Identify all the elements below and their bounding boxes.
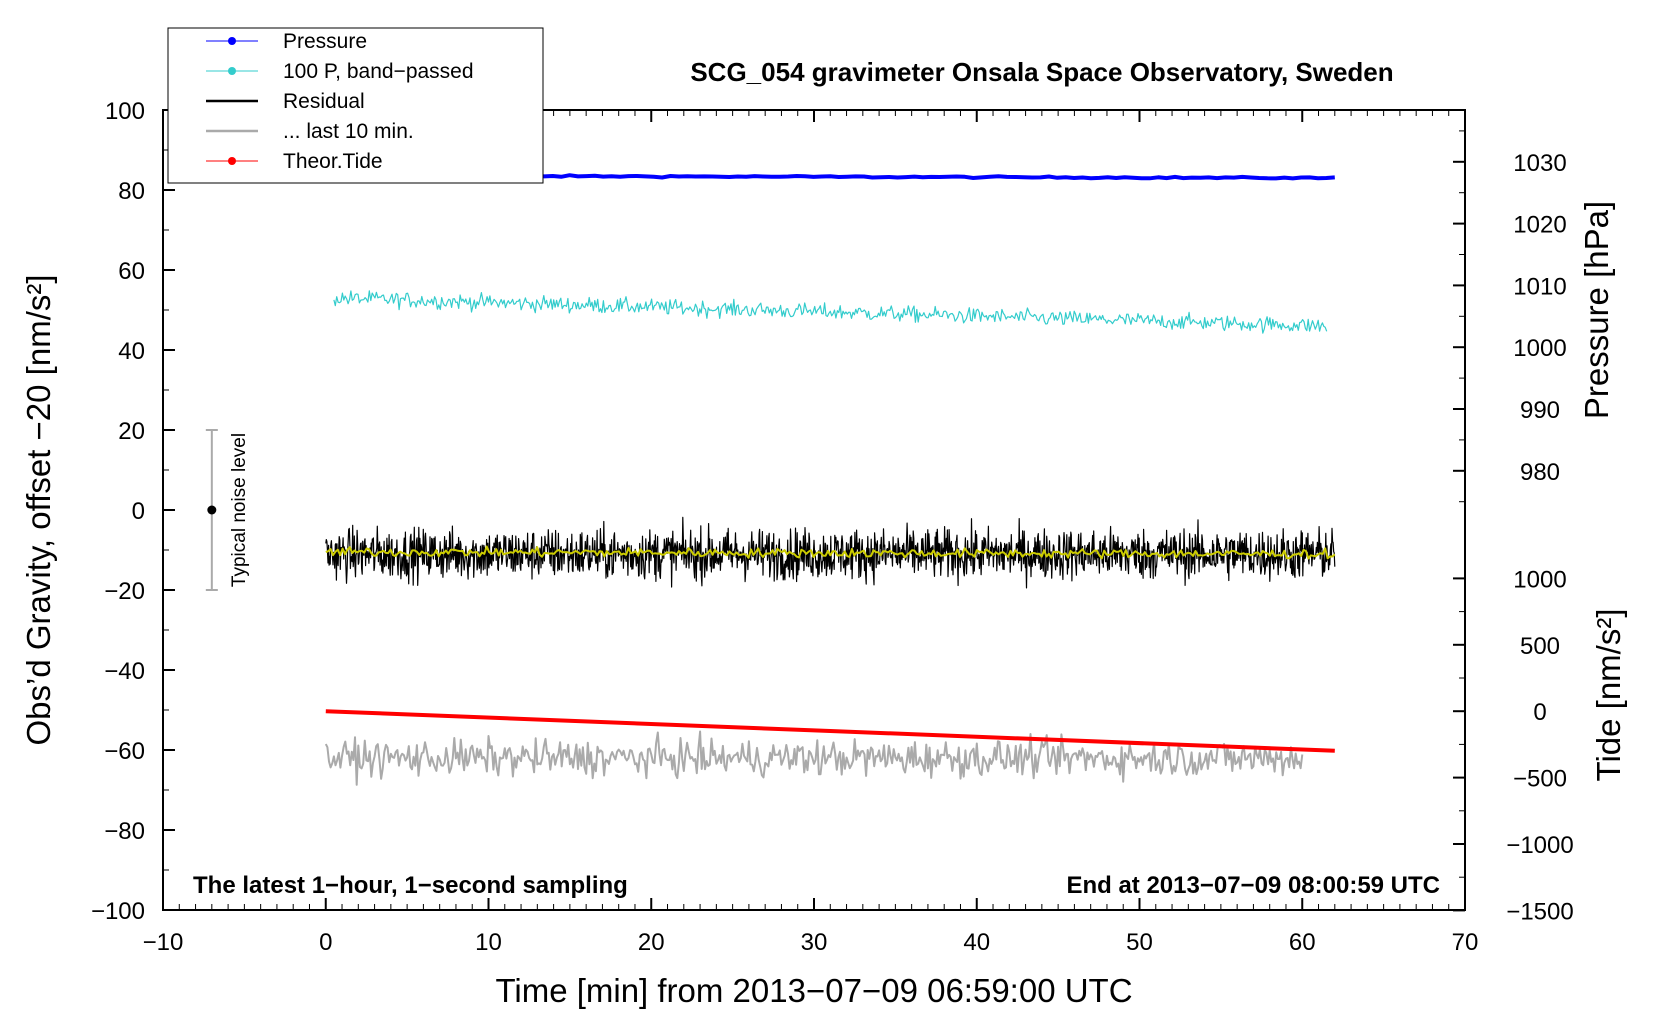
y-tick-label: 100: [105, 98, 145, 125]
tide-tick-label: −1000: [1506, 832, 1573, 859]
x-tick-label: 60: [1289, 929, 1316, 956]
legend-marker: [228, 37, 236, 45]
noise-level-label: Typical noise level: [229, 433, 250, 587]
x-tick-label: 10: [475, 929, 502, 956]
y-tick-label: 60: [118, 258, 145, 285]
series-line-residual-smoothed: [325, 545, 1336, 560]
series-line-100-p-band-passed: [333, 290, 1328, 334]
y-tick-label: 0: [132, 498, 145, 525]
x-tick-label: 70: [1452, 929, 1479, 956]
pressure-tick-label: 1030: [1513, 150, 1566, 177]
plot-frame: [162, 109, 1466, 911]
y-tick-label: −20: [104, 578, 145, 605]
series-layer: [324, 173, 1336, 786]
series-line-last-10-min: [324, 730, 1304, 786]
y-tick-label: 40: [118, 338, 145, 365]
tide-tick-label: 0: [1533, 699, 1546, 726]
x-tick-label: 30: [801, 929, 828, 956]
legend-marker: [228, 67, 236, 75]
tide-tick-label: −500: [1513, 766, 1567, 793]
tide-axis-ticks: −1500 −1000 −500 0 500 1000: [1453, 566, 1574, 925]
y-tick-label: 20: [118, 418, 145, 445]
x-tick-label: 50: [1126, 929, 1153, 956]
x-tick-label: 20: [638, 929, 665, 956]
y-tick-label: −80: [104, 818, 145, 845]
x-tick-label: −10: [143, 929, 184, 956]
pressure-tick-label: 1010: [1513, 273, 1566, 300]
y-tick-label: −40: [104, 658, 145, 685]
pressure-tick-label: 1020: [1513, 212, 1566, 239]
legend-label: Residual: [283, 90, 365, 113]
x-axis-ticks: −10 0 10 20 30 40 50 60 70: [143, 110, 1479, 956]
y-tick-label: 80: [118, 178, 145, 205]
chart-title: SCG_054 gravimeter Onsala Space Observat…: [690, 57, 1393, 87]
y-tick-label: −60: [104, 738, 145, 765]
x-axis-title: Time [min] from 2013−07−09 06:59:00 UTC: [495, 972, 1132, 1009]
x-tick-label: 0: [319, 929, 332, 956]
y-axis-title-left: Obs’d Gravity, offset −20 [nm/s²]: [20, 274, 57, 745]
legend-label: 100 P, band−passed: [283, 60, 474, 83]
series-line-residual: [325, 516, 1336, 589]
pressure-axis-ticks: 980 990 1000 1010 1020 1030: [1453, 130, 1567, 503]
y-axis-ticks: −100 −80 −60 −40 −20 0 20 40 60 80 100: [91, 98, 175, 925]
end-time-note: End at 2013−07−09 08:00:59 UTC: [1066, 872, 1440, 899]
x-tick-label: 40: [963, 929, 990, 956]
pressure-tick-label: 990: [1520, 397, 1560, 424]
legend-label: Theor.Tide: [283, 150, 383, 173]
sampling-note: The latest 1−hour, 1−second sampling: [193, 872, 628, 899]
tide-tick-label: −1500: [1506, 898, 1573, 925]
pressure-tick-label: 1000: [1513, 335, 1566, 362]
tide-tick-label: 1000: [1513, 566, 1566, 593]
legend-label: ... last 10 min.: [283, 120, 414, 143]
y-tick-label: −100: [91, 898, 145, 925]
tide-tick-label: 500: [1520, 633, 1560, 660]
tide-axis-title: Tide [nm/s²]: [1590, 609, 1627, 782]
noise-level-bar: [205, 429, 218, 591]
pressure-tick-label: 980: [1520, 459, 1560, 486]
legend: Pressure 100 P, band−passed Residual ... la…: [167, 27, 544, 184]
legend-marker: [228, 157, 236, 165]
legend-box: [167, 27, 544, 184]
series-line-theor-tide: [325, 709, 1335, 753]
noise-bar-point: [207, 505, 217, 515]
pressure-axis-title: Pressure [hPa]: [1578, 201, 1615, 419]
legend-label: Pressure: [283, 30, 367, 53]
